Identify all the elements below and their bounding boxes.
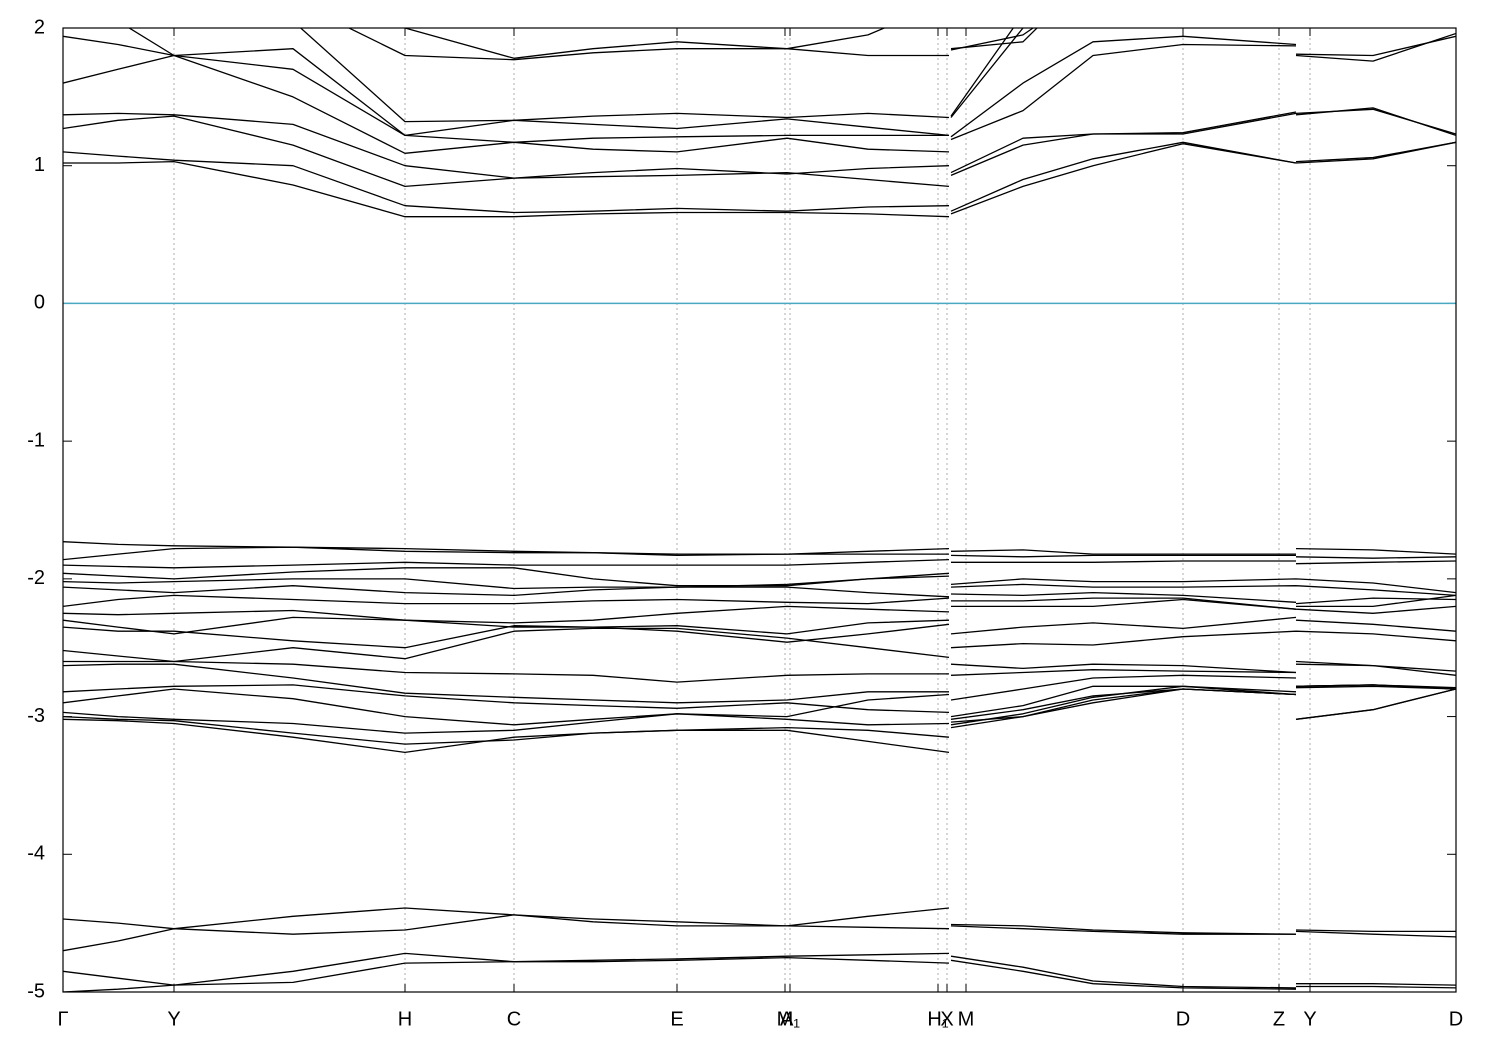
band-line (63, 688, 1456, 726)
x-tick-label: D (1176, 1008, 1190, 1030)
band-line (63, 546, 1456, 561)
band-line (63, 598, 1456, 624)
band-line (63, 35, 1456, 143)
y-tick-label: 2 (34, 16, 45, 38)
x-tick-label: X (940, 1008, 953, 1030)
x-tick-label: C (507, 1008, 521, 1030)
band-line (63, 616, 1456, 635)
band-line (63, 567, 1456, 594)
x-tick-label: D (1449, 1008, 1463, 1030)
y-tick-label: -1 (27, 429, 45, 451)
y-tick-label: -2 (27, 567, 45, 589)
band-line (63, 914, 1456, 952)
band-line (347, 28, 1035, 61)
x-tick-label: H (398, 1008, 412, 1030)
band-line (63, 956, 1456, 992)
band-line (127, 28, 1025, 137)
band-line (63, 575, 1456, 597)
y-tick-label: -4 (27, 843, 45, 865)
band-line (63, 541, 1456, 557)
band-line (63, 623, 1456, 649)
band-line (63, 108, 1456, 179)
x-tick-label: E (670, 1008, 683, 1030)
band-line (63, 107, 1456, 188)
band-line (403, 28, 1038, 59)
y-tick-label: 1 (34, 154, 45, 176)
band-line (63, 660, 1456, 683)
band-line (63, 141, 1456, 214)
band-line (63, 627, 1456, 674)
band-line (63, 688, 1456, 734)
plot-frame (62, 27, 1457, 993)
band-line (299, 28, 1015, 123)
x-tick-label: Γ (57, 1008, 68, 1030)
band-line (63, 685, 1456, 754)
x-tick-label: A₁ (780, 1008, 800, 1030)
band-line (63, 907, 1456, 935)
band-line (63, 585, 1456, 605)
x-tick-label: Y (167, 1008, 180, 1030)
x-tick-label: Z (1273, 1008, 1285, 1030)
y-tick-label: -3 (27, 705, 45, 727)
x-tick-label: H₁ (927, 1008, 948, 1030)
y-tick-label: 0 (34, 292, 45, 314)
y-tick-label: -5 (27, 980, 45, 1002)
x-tick-label: M (777, 1008, 794, 1030)
band-line (63, 594, 1456, 610)
bands (63, 28, 1456, 992)
band-line (63, 558, 1456, 569)
x-tick-label: M (958, 1008, 975, 1030)
x-tick-label: Y (1303, 1008, 1316, 1030)
